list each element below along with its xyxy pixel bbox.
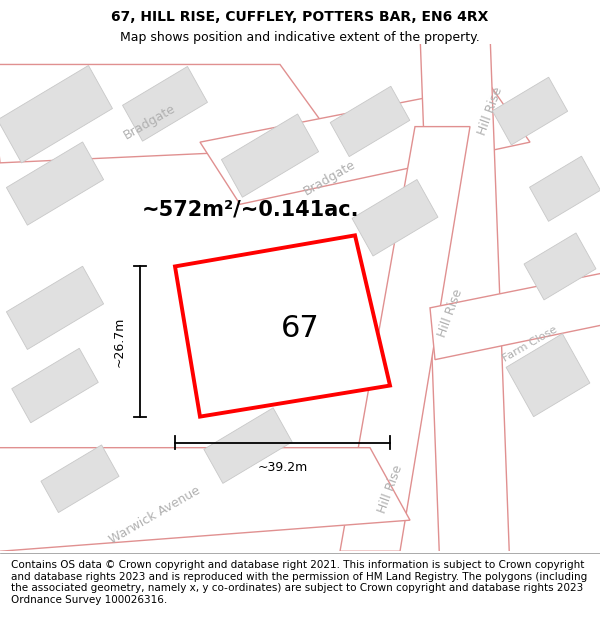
Text: ~26.7m: ~26.7m [113, 316, 126, 367]
Polygon shape [506, 334, 590, 417]
Polygon shape [0, 64, 340, 163]
Text: ~39.2m: ~39.2m [257, 461, 308, 474]
Text: 67, HILL RISE, CUFFLEY, POTTERS BAR, EN6 4RX: 67, HILL RISE, CUFFLEY, POTTERS BAR, EN6… [112, 9, 488, 24]
Polygon shape [7, 142, 104, 225]
Polygon shape [122, 66, 208, 141]
Polygon shape [340, 127, 470, 551]
Text: Bradgate: Bradgate [302, 158, 358, 199]
Polygon shape [41, 445, 119, 512]
Text: Farm Close: Farm Close [501, 324, 559, 364]
Text: Map shows position and indicative extent of the property.: Map shows position and indicative extent… [120, 31, 480, 44]
Polygon shape [221, 114, 319, 198]
Polygon shape [420, 33, 510, 572]
Text: Hill Rise: Hill Rise [475, 85, 505, 137]
Text: Contains OS data © Crown copyright and database right 2021. This information is : Contains OS data © Crown copyright and d… [11, 560, 587, 605]
Polygon shape [493, 78, 568, 145]
Polygon shape [12, 348, 98, 423]
Polygon shape [352, 179, 438, 256]
Polygon shape [7, 266, 104, 349]
Text: 67: 67 [281, 314, 319, 343]
Polygon shape [200, 85, 530, 204]
Polygon shape [530, 156, 600, 221]
Polygon shape [0, 66, 112, 163]
Text: Bradgate: Bradgate [122, 101, 178, 141]
Polygon shape [204, 408, 292, 483]
Polygon shape [330, 86, 410, 157]
Text: Hill Rise: Hill Rise [435, 287, 465, 339]
Text: Hill Rise: Hill Rise [375, 463, 405, 515]
Polygon shape [430, 272, 600, 359]
Polygon shape [175, 236, 390, 417]
Polygon shape [0, 448, 410, 551]
Text: ~572m²/~0.141ac.: ~572m²/~0.141ac. [141, 199, 359, 219]
Polygon shape [524, 233, 596, 300]
Text: Warwick Avenue: Warwick Avenue [107, 484, 203, 546]
